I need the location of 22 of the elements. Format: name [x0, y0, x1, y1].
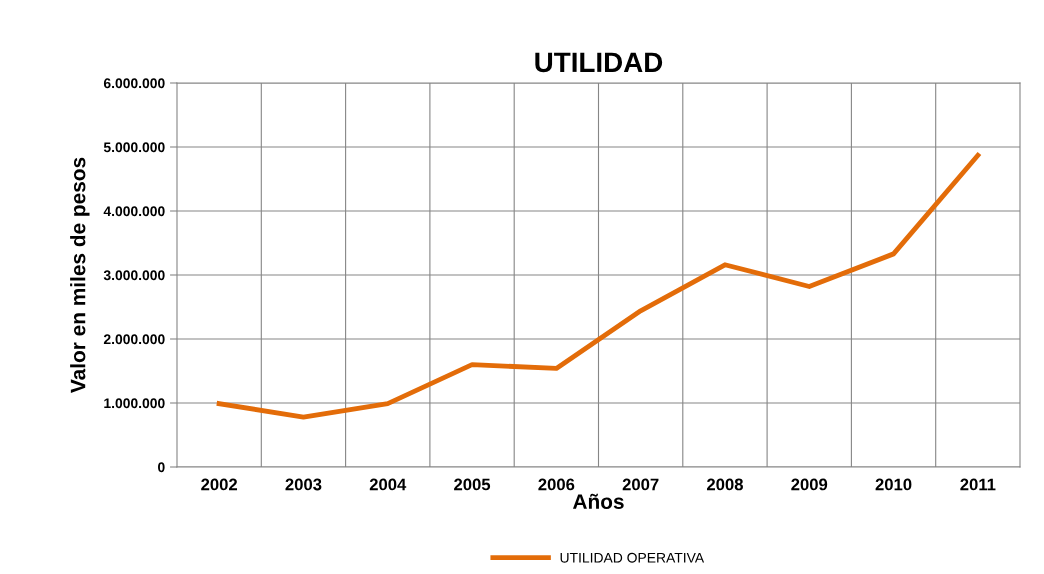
y-tick-label: 5.000.000 [103, 142, 165, 153]
chart-title: UTILIDAD [535, 52, 663, 73]
line-series [216, 152, 981, 420]
legend-label: UTILIDAD OPERATIVA [560, 552, 705, 563]
y-tick-label: 3.000.000 [103, 270, 165, 281]
y-tick-label: 2.000.000 [103, 334, 165, 345]
x-tick-label: 2010 [875, 478, 912, 491]
x-tick-label: 2005 [454, 478, 491, 491]
x-tick-label: 2008 [706, 478, 743, 491]
y-axis-title: Valor en miles de pesos [70, 157, 90, 393]
x-axis-title: Años [572, 493, 624, 509]
x-tick-label: 2004 [369, 478, 407, 491]
y-tick-label: 1.000.000 [104, 398, 165, 409]
x-tick-label: 2002 [201, 478, 238, 491]
x-tick-label: 2011 [960, 478, 996, 491]
y-tick-label: 6.000.000 [103, 78, 165, 89]
y-tick-label: 0 [158, 462, 165, 473]
x-tick-label: 2009 [791, 478, 828, 491]
x-tick-label: 2006 [538, 478, 575, 491]
x-tick-label: 2003 [285, 478, 322, 491]
x-tick-label: 2007 [622, 478, 659, 491]
y-tick-label: 4.000.000 [103, 206, 165, 217]
